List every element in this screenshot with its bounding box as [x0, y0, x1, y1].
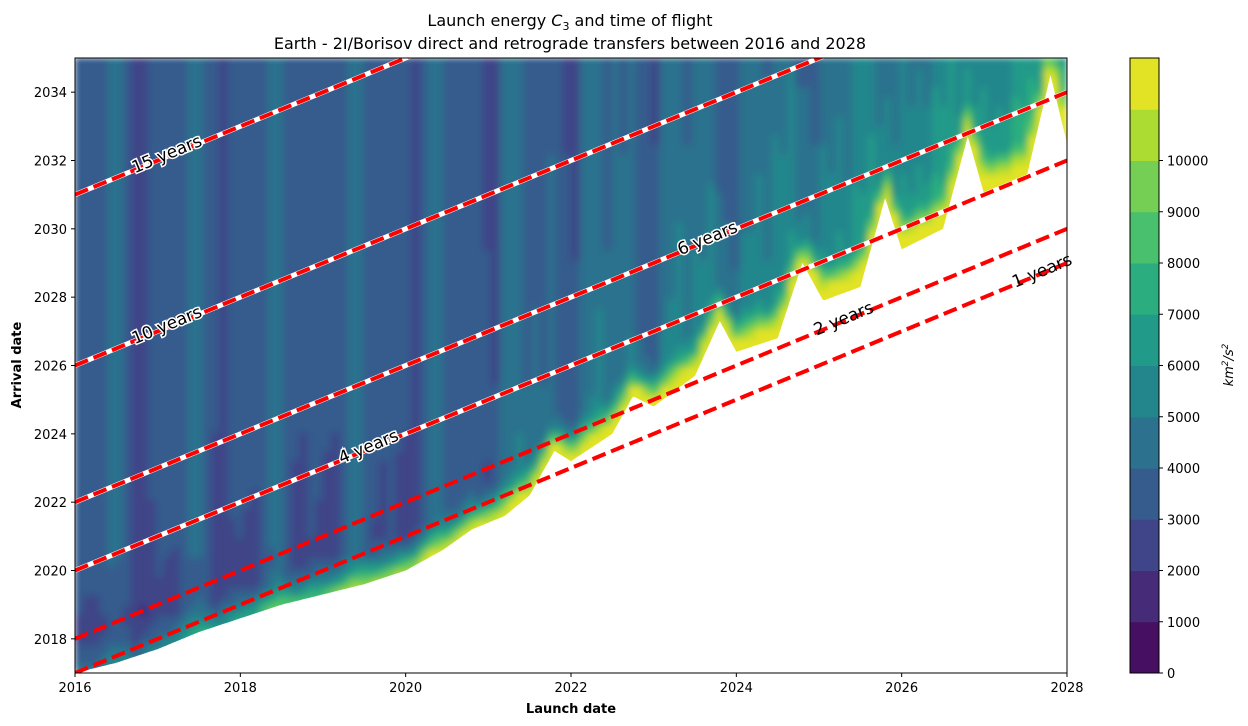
chart-title: Launch energy C3 and time of flight — [427, 11, 712, 33]
tof-lines — [75, 58, 1067, 673]
chart-subtitle: Earth - 2I/Borisov direct and retrograde… — [274, 34, 866, 53]
colorbar-tick-label: 9000 — [1167, 206, 1200, 221]
colorbar-band — [1130, 468, 1159, 520]
colorbar-band — [1130, 160, 1159, 213]
y-tick-label: 2028 — [34, 291, 67, 306]
x-tick-label: 2028 — [1050, 681, 1083, 696]
colorbar-tick-label: 7000 — [1167, 308, 1200, 323]
colorbar-band — [1130, 211, 1159, 264]
y-tick-label: 2026 — [34, 360, 67, 375]
colorbar-band — [1130, 109, 1159, 161]
colorbar-tick-label: 2000 — [1167, 565, 1200, 580]
y-tick-label: 2020 — [34, 565, 67, 580]
colorbar-label: km2/s2 — [1221, 343, 1237, 386]
y-tick-label: 2024 — [34, 428, 67, 443]
colorbar-tick-label: 1000 — [1167, 616, 1200, 631]
colorbar-band — [1130, 263, 1159, 315]
colorbar-band — [1130, 416, 1159, 469]
x-tick-label: 2024 — [720, 681, 753, 696]
x-tick-label: 2018 — [224, 681, 257, 696]
x-tick-label: 2020 — [389, 681, 422, 696]
colorbar-tick-label: 0 — [1167, 667, 1175, 682]
plot-area — [75, 58, 1067, 673]
colorbar-tick-label: 3000 — [1167, 513, 1200, 528]
colorbar-band — [1130, 570, 1159, 623]
colorbar-band — [1130, 314, 1159, 366]
x-tick-label: 2026 — [885, 681, 918, 696]
y-axis: 2018 2020 2022 2024 2026 2028 2030 2032 2034 — [34, 86, 75, 648]
x-tick-label: 2016 — [58, 681, 91, 696]
colorbar: 0 1000 2000 3000 4000 5000 6000 7000 8000 9000 100… — [1129, 57, 1208, 682]
x-axis: 2016 2018 2020 2022 2024 2026 2028 — [58, 673, 1084, 696]
y-tick-label: 2018 — [34, 633, 67, 648]
colorbar-tick-label: 10000 — [1167, 155, 1208, 170]
colorbar-tick-label: 6000 — [1167, 360, 1200, 375]
colorbar-band — [1130, 365, 1159, 418]
colorbar-band — [1130, 58, 1159, 110]
y-tick-label: 2034 — [34, 86, 67, 101]
colorbar-tick-label: 8000 — [1167, 257, 1200, 272]
colorbar-tick-label: 5000 — [1167, 411, 1200, 426]
colorbar-tick-label: 4000 — [1167, 462, 1200, 477]
tof-line-15-years-halo — [75, 58, 413, 197]
y-axis-label: Arrival date — [10, 321, 25, 408]
y-tick-label: 2022 — [34, 496, 67, 511]
y-tick-label: 2032 — [34, 155, 67, 170]
x-tick-label: 2022 — [554, 681, 587, 696]
colorbar-band — [1130, 621, 1159, 674]
x-axis-label: Launch date — [526, 702, 616, 717]
y-tick-label: 2030 — [34, 223, 67, 238]
tof-line-6-years-halo — [75, 89, 1067, 505]
colorbar-band — [1130, 519, 1159, 571]
tof-line-10-years-halo — [75, 58, 826, 368]
tof-line-4-years-halo — [75, 158, 1067, 573]
